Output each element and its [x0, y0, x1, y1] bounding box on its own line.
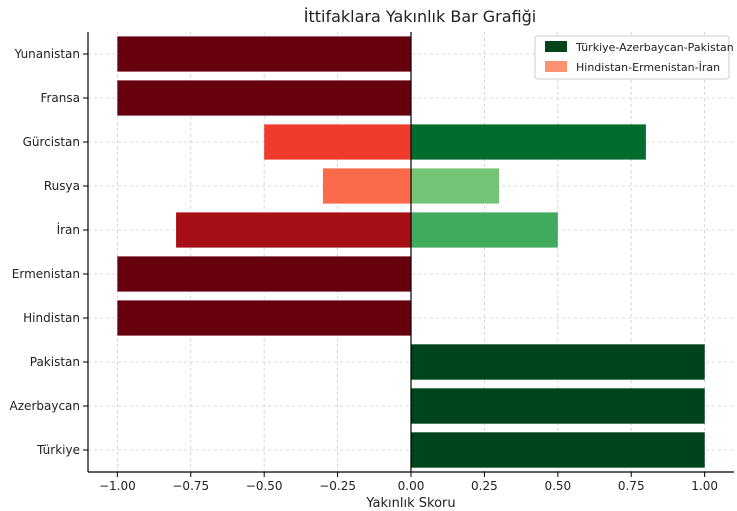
x-tick-label: 0.50	[544, 479, 571, 493]
x-axis-title: Yakınlık Skoru	[365, 496, 455, 511]
legend-label-series-2: Hindistan-Ermenistan-İran	[576, 61, 720, 74]
bar-positive	[411, 124, 646, 160]
bar-negative	[117, 80, 411, 116]
bar-negative	[264, 124, 411, 160]
y-tick-label: Ermenistan	[12, 267, 80, 281]
bar-positive	[411, 212, 558, 248]
x-tick-label: −0.50	[246, 479, 283, 493]
y-tick-label: Fransa	[40, 91, 80, 105]
axes-group	[83, 32, 734, 477]
x-tick-label: 0.75	[618, 479, 645, 493]
y-tick-label: Türkiye	[36, 443, 80, 457]
x-tick-label: 0.00	[398, 479, 425, 493]
x-tick-label: −1.00	[99, 479, 136, 493]
bar-positive	[411, 432, 705, 468]
x-tick-label: 1.00	[691, 479, 718, 493]
legend-swatch-series-1	[545, 41, 567, 52]
bar-negative	[322, 168, 411, 204]
bar-negative	[176, 212, 411, 248]
bar-positive	[411, 344, 705, 380]
y-tick-label: İran	[57, 222, 80, 237]
x-tick-label: −0.25	[319, 479, 356, 493]
y-tick-label: Gürcistan	[23, 135, 80, 149]
chart-title: İttifaklara Yakınlık Bar Grafiği	[304, 7, 537, 26]
y-tick-label: Azerbaycan	[10, 399, 80, 413]
y-tick-labels: Yunanistan Fransa Gürcistan Rusya İran Ermeni…	[10, 47, 80, 457]
legend: Türkiye-Azerbaycan-Pakistan Hindistan-Er…	[534, 35, 734, 80]
legend-label-series-1: Türkiye-Azerbaycan-Pakistan	[575, 41, 734, 54]
legend-frame	[534, 35, 730, 80]
y-tick-label: Rusya	[44, 179, 80, 193]
bars-group	[117, 36, 705, 468]
bar-positive	[411, 168, 500, 204]
legend-swatch-series-2	[545, 61, 567, 72]
bar-negative	[117, 36, 411, 72]
y-tick-label: Yunanistan	[14, 47, 80, 61]
bar-negative	[117, 256, 411, 292]
bar-positive	[411, 388, 705, 424]
y-tick-label: Pakistan	[30, 355, 80, 369]
x-tick-label: 0.25	[471, 479, 498, 493]
y-tick-label: Hindistan	[23, 311, 80, 325]
bar-negative	[117, 300, 411, 336]
x-tick-label: −0.75	[172, 479, 209, 493]
x-tick-labels: −1.00 −0.75 −0.50 −0.25 0.00 0.25 0.50 0.75 1.00	[99, 479, 718, 493]
